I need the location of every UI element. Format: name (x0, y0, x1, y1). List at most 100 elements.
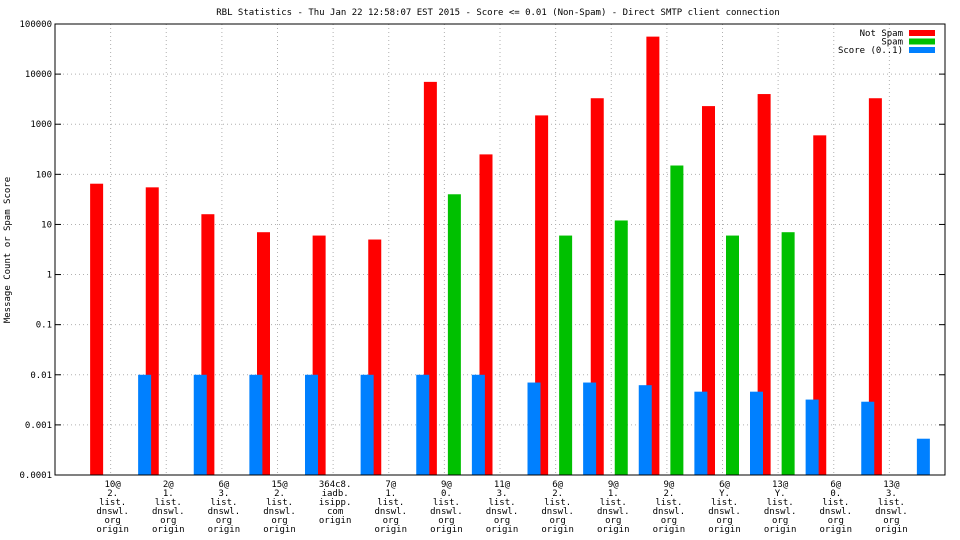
y-tick-label: 0.001 (25, 421, 52, 431)
x-category-label: dnswl. (541, 507, 574, 517)
x-category-label: list. (711, 498, 738, 508)
x-category-label: org (549, 516, 565, 526)
x-category-labels: 10@2.list.dnswl.orgorigin2@1.list.dnswl.… (96, 480, 907, 535)
x-category-label: origin (486, 525, 519, 535)
x-category-label: origin (708, 525, 741, 535)
x-category-label: iadb. (322, 489, 349, 499)
x-category-label: org (104, 516, 120, 526)
x-category-label: 2@ (163, 480, 174, 490)
x-category-label: 1. (608, 489, 619, 499)
x-category-label: list. (822, 498, 849, 508)
x-category-label: origin (597, 525, 630, 535)
bar-score-0-1 (249, 374, 263, 475)
x-category-label: dnswl. (653, 507, 686, 517)
x-category-label: origin (875, 525, 908, 535)
bar-not-spam (702, 106, 715, 475)
x-category-label: dnswl. (875, 507, 908, 517)
x-category-label: dnswl. (430, 507, 463, 517)
bar-score-0-1 (694, 391, 708, 475)
legend-swatch (909, 30, 935, 36)
x-category-label: org (383, 516, 399, 526)
y-tick-label: 0.01 (30, 371, 52, 381)
x-category-label: 13@ (772, 480, 789, 490)
x-category-label: 10@ (104, 480, 121, 490)
bar-score-0-1 (193, 374, 207, 475)
bar-score-0-1 (471, 374, 485, 475)
x-category-label: list. (433, 498, 460, 508)
x-category-label: dnswl. (374, 507, 407, 517)
x-category-label: 6@ (830, 480, 841, 490)
bars (90, 36, 930, 476)
y-axis-label: Message Count or Spam Score (3, 177, 13, 323)
y-tick-label: 1000 (30, 120, 52, 130)
x-category-label: 7@ (385, 480, 396, 490)
x-category-label: list. (488, 498, 515, 508)
x-category-label: 2. (107, 489, 118, 499)
x-category-label: 3. (218, 489, 229, 499)
x-category-label: org (494, 516, 510, 526)
x-category-label: list. (600, 498, 627, 508)
x-category-label: org (828, 516, 844, 526)
bar-not-spam (90, 183, 104, 476)
x-category-label: origin (208, 525, 241, 535)
x-category-label: origin (764, 525, 797, 535)
x-category-label: com (327, 507, 343, 517)
bar-score-0-1 (360, 374, 374, 475)
y-tick-label: 0.1 (36, 321, 52, 331)
y-tick-label: 0.0001 (19, 471, 52, 481)
bar-score-0-1 (805, 399, 819, 475)
x-category-label: origin (319, 516, 352, 526)
bar-not-spam (757, 94, 771, 475)
x-category-label: 3. (886, 489, 897, 499)
bar-not-spam (646, 36, 660, 475)
x-category-label: list. (99, 498, 126, 508)
x-category-label: dnswl. (764, 507, 797, 517)
x-category-label: 0. (441, 489, 452, 499)
x-category-label: dnswl. (597, 507, 630, 517)
x-category-label: 364c8. (319, 480, 352, 490)
x-category-label: org (883, 516, 899, 526)
x-category-label: 3. (497, 489, 508, 499)
x-category-label: org (271, 516, 287, 526)
y-tick-label: 1 (47, 271, 52, 281)
x-category-label: 2. (663, 489, 674, 499)
x-category-label: 2. (274, 489, 285, 499)
x-category-label: origin (653, 525, 686, 535)
x-category-label: dnswl. (708, 507, 741, 517)
x-category-label: 9@ (608, 480, 619, 490)
y-tick-label: 10000 (25, 70, 52, 80)
bar-not-spam (590, 98, 604, 475)
x-category-label: dnswl. (152, 507, 185, 517)
x-category-label: org (160, 516, 176, 526)
x-category-label: dnswl. (208, 507, 241, 517)
legend-label: Score (0..1) (838, 46, 903, 56)
x-category-label: list. (655, 498, 682, 508)
x-category-label: 15@ (271, 480, 288, 490)
x-category-label: list. (377, 498, 404, 508)
x-category-label: org (661, 516, 677, 526)
x-category-label: origin (541, 525, 574, 535)
bar-score-0-1 (583, 382, 597, 475)
x-category-label: dnswl. (263, 507, 296, 517)
legend-swatch (909, 38, 935, 45)
y-tick-label: 10 (41, 220, 52, 230)
bar-score-0-1 (638, 385, 652, 475)
legend-swatch (909, 47, 935, 53)
y-tick-labels: 0.0001 0.001 0.01 0.1 1 10 100 1000 10000 100000 (19, 20, 52, 481)
bar-spam (614, 220, 628, 475)
bar-not-spam (868, 98, 882, 475)
bar-score-0-1 (861, 401, 875, 475)
x-category-label: list. (266, 498, 293, 508)
chart-title: RBL Statistics - Thu Jan 22 12:58:07 EST… (216, 8, 780, 18)
x-category-label: 13@ (883, 480, 900, 490)
x-category-label: 11@ (494, 480, 511, 490)
legend-label: Not Spam (860, 29, 903, 39)
x-category-label: origin (430, 525, 463, 535)
x-category-label: origin (96, 525, 129, 535)
x-category-label: isipp. (319, 498, 352, 508)
y-tick-label: 100 (36, 170, 52, 180)
bar-score-0-1 (305, 374, 318, 475)
x-category-label: list. (878, 498, 905, 508)
